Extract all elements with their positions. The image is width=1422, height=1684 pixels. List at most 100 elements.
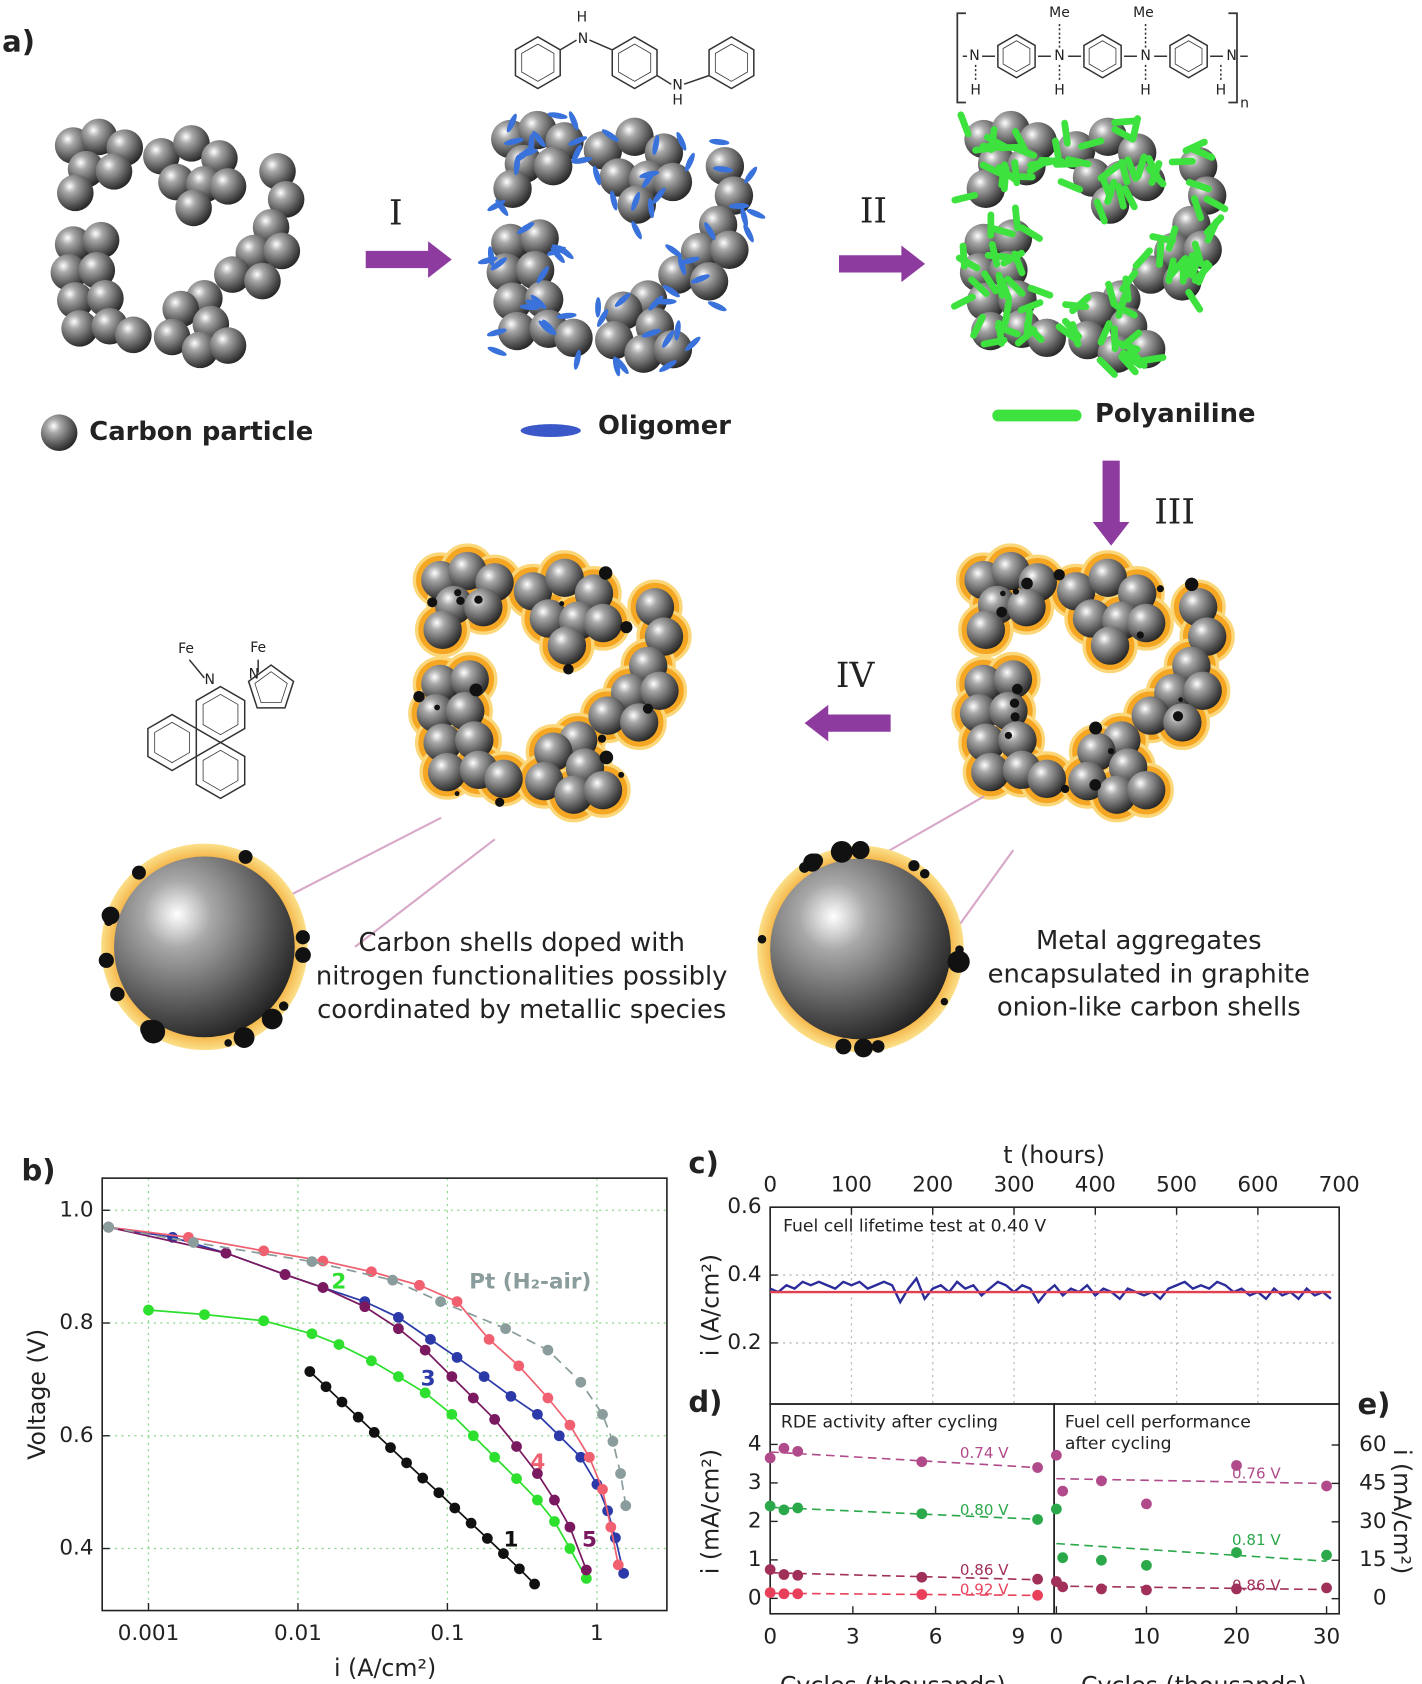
series-label: 0.74 V [960,1444,1009,1462]
legend-label: Carbon particle [89,417,313,447]
data-point [575,1376,587,1388]
oligomer [652,187,666,204]
data-point [764,1500,776,1512]
polyaniline [988,241,1001,268]
series-label: Pt (H₂-air) [469,1269,591,1294]
particle-cluster [950,110,1229,378]
data-point [417,1472,429,1484]
oligomer [680,256,700,265]
polyaniline [951,191,979,204]
data-point [500,1323,511,1335]
data-point [498,1548,509,1559]
data-point [792,1588,804,1600]
x-axis-label: Cycles (thousands) [780,1671,1006,1684]
data-point [1051,1503,1062,1515]
data-point [320,1381,332,1393]
caption: coordinated by metallic species [317,995,726,1025]
polyaniline [1132,247,1153,270]
ring [708,36,755,90]
carbon-particle [153,318,191,356]
oligomer [631,191,641,212]
data-point [1032,1573,1043,1585]
data-point [778,1442,790,1454]
carbon-particle [534,146,573,186]
oligomer [709,138,730,146]
step-arrow [365,241,452,278]
carbon-particle [162,290,199,328]
data-point [505,1390,517,1402]
data-point [489,1451,501,1463]
oligomer [612,356,621,377]
data-point [778,1588,790,1600]
bond [589,39,613,51]
data-point [393,1371,404,1382]
y-tick-label: 0 [1373,1586,1387,1611]
particle-cluster [50,118,305,369]
data-point [532,1468,543,1479]
metal-aggregate [110,986,125,1002]
metal-aggregate [799,862,810,873]
atom-label: H [970,83,981,99]
panel-title: after cycling [1065,1434,1172,1454]
atom-label: H [1140,83,1151,99]
carbon-particle [615,117,654,157]
oligomer [595,297,601,318]
polyaniline [1105,280,1118,308]
polyaniline [1189,145,1216,161]
metal-aggregate [940,997,949,1006]
metal-aggregate [98,952,114,968]
polyaniline [1129,115,1142,142]
data-point [1032,1589,1043,1601]
polyaniline [979,161,1005,178]
carbon-particle [1007,587,1046,627]
carbon-particle [640,671,679,710]
carbon-particle [525,761,564,801]
data-point [366,1355,377,1367]
metal-aggregate [141,1019,166,1044]
data-point [1141,1559,1152,1571]
ring-inner [1002,40,1031,73]
data-point [778,1569,790,1580]
oligomer [572,156,593,164]
carbon-particle [583,770,623,810]
y-tick-label: 15 [1359,1547,1386,1572]
carbon-particle [446,691,485,731]
metal-aggregate [1000,590,1006,597]
polyaniline [1168,157,1196,166]
data-point [199,1309,210,1320]
polyaniline [957,111,972,138]
metal-aggregate [851,840,870,860]
carbon-particle [173,125,210,162]
data-point [333,1339,345,1350]
data-point [605,1521,617,1533]
carbon-particle [594,320,634,360]
oligomer [503,137,524,146]
annotation: Fuel cell lifetime test at 0.40 V [783,1217,1046,1237]
data-point [597,1483,608,1495]
metal-aggregate [454,589,462,597]
data-point [580,1564,592,1576]
series-line [148,1309,588,1579]
data-point [513,1360,525,1372]
atom-label: N [249,667,259,683]
y-tick-label: 60 [1359,1432,1386,1457]
carbon-particle [95,153,133,190]
polyaniline [1023,308,1034,336]
carbon-particle [209,168,247,205]
metal-aggregate [413,690,425,703]
y-tick-label: 1 [748,1547,762,1572]
series-label: 2 [331,1269,346,1294]
oligomer [516,222,535,235]
y-tick-label: 4 [748,1431,762,1456]
panel-label: e) [1357,1387,1390,1421]
metal-aggregate [854,1038,873,1058]
oligomer [506,113,517,133]
metal-aggregate [104,917,114,926]
oligomer [662,330,675,348]
oligomer [659,360,677,373]
x-tick-label: 6 [929,1624,943,1649]
polyaniline [1011,144,1038,159]
polyaniline [1097,162,1121,182]
oligomer [518,148,538,157]
data-point [1032,1462,1043,1473]
